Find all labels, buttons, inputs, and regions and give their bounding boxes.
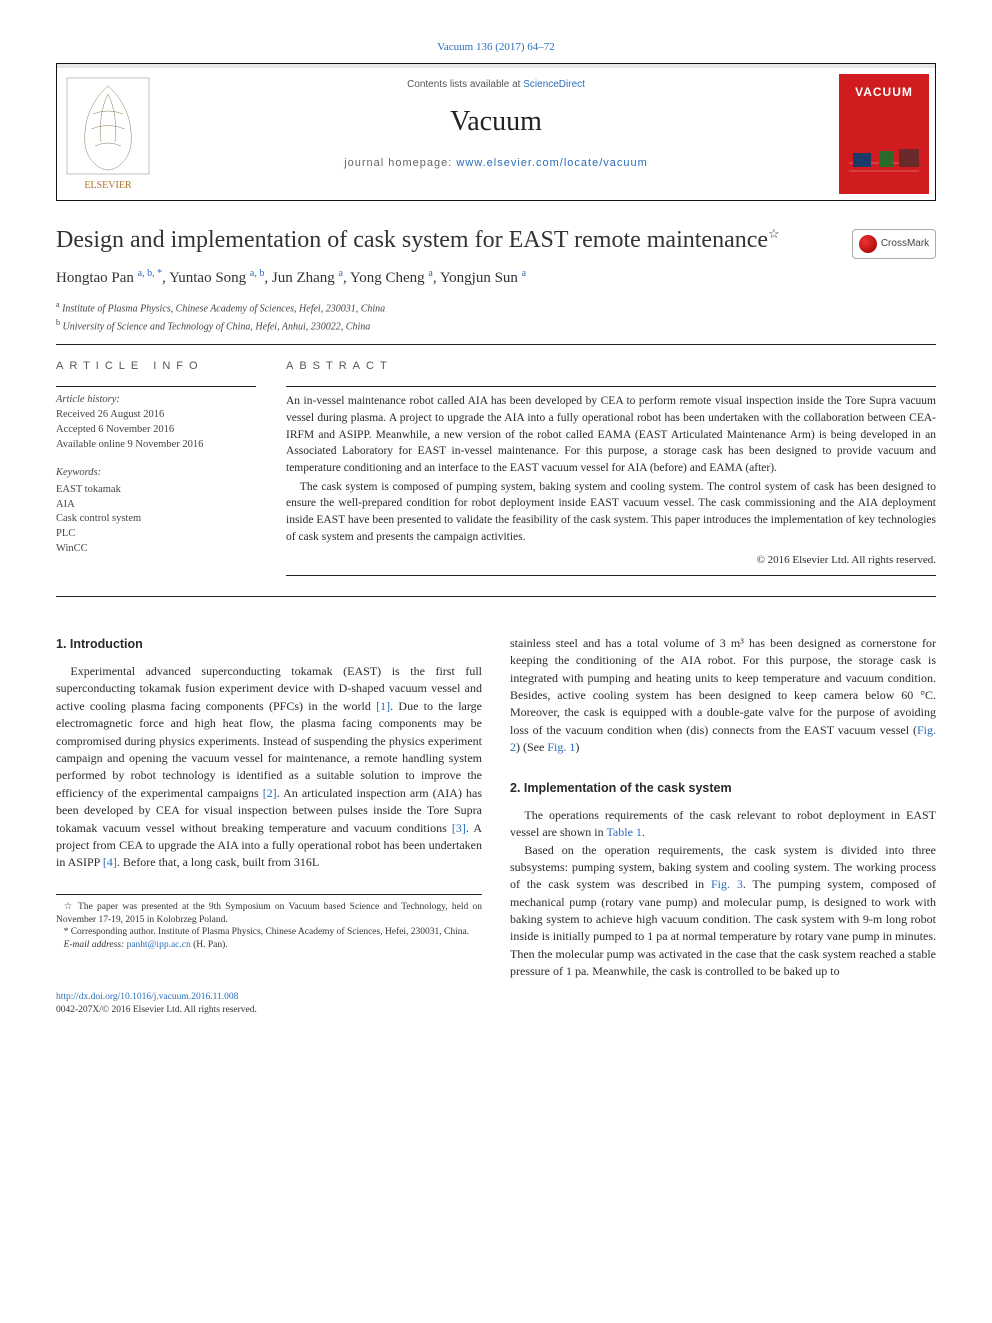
author-list: Hongtao Pan a, b, *, Yuntao Song a, b, J… (56, 267, 936, 289)
body-paragraph: Based on the operation requirements, the… (510, 842, 936, 981)
abstract-heading: ABSTRACT (286, 359, 936, 374)
left-column: 1. Introduction Experimental advanced su… (56, 635, 482, 981)
keyword: Cask control system (56, 512, 256, 527)
section-heading: 1. Introduction (56, 635, 482, 653)
journal-header: ELSEVIER Contents lists available at Sci… (56, 63, 936, 201)
crossmark-badge[interactable]: CrossMark (852, 229, 936, 259)
keywords-block: Keywords: EAST tokamak AIA Cask control … (56, 466, 256, 556)
email-link[interactable]: panht@ipp.ac.cn (127, 940, 191, 950)
body-paragraph: Experimental advanced superconducting to… (56, 663, 482, 872)
figure-ref[interactable]: Fig. 1 (547, 740, 575, 754)
issn-copyright: 0042-207X/© 2016 Elsevier Ltd. All right… (56, 1005, 257, 1015)
keyword: AIA (56, 498, 256, 513)
article-info-heading: ARTICLE INFO (56, 359, 256, 374)
affiliation: a Institute of Plasma Physics, Chinese A… (56, 299, 936, 316)
article-title: Design and implementation of cask system… (56, 225, 838, 255)
crossmark-icon (859, 235, 877, 253)
footnote-corresponding: * Corresponding author. Institute of Pla… (56, 926, 482, 939)
journal-homepage: journal homepage: www.elsevier.com/locat… (57, 156, 935, 171)
citation-ref[interactable]: [2] (263, 786, 277, 800)
journal-name: Vacuum (57, 102, 935, 141)
article-history: Article history: Received 26 August 2016… (56, 393, 256, 452)
doi-link[interactable]: http://dx.doi.org/10.1016/j.vacuum.2016.… (56, 992, 238, 1002)
footnote-email: E-mail address: panht@ipp.ac.cn (H. Pan)… (56, 939, 482, 952)
keyword: WinCC (56, 542, 256, 557)
keyword: PLC (56, 527, 256, 542)
citation-link[interactable]: Vacuum 136 (2017) 64–72 (437, 41, 555, 53)
citation-line: Vacuum 136 (2017) 64–72 (56, 40, 936, 55)
right-column: stainless steel and has a total volume o… (510, 635, 936, 981)
publisher-name: ELSEVIER (84, 180, 132, 191)
table-ref[interactable]: Table 1 (606, 825, 641, 839)
body-paragraph: stainless steel and has a total volume o… (510, 635, 936, 757)
footer-meta: http://dx.doi.org/10.1016/j.vacuum.2016.… (56, 991, 936, 1018)
footnote-presentation: ☆ The paper was presented at the 9th Sym… (56, 901, 482, 927)
journal-cover: VACUUM (839, 74, 929, 194)
elsevier-logo: ELSEVIER (63, 74, 153, 194)
citation-ref[interactable]: [4] (103, 855, 117, 869)
figure-ref[interactable]: Fig. 3 (711, 877, 743, 891)
title-footnote-marker: ☆ (768, 226, 780, 241)
abstract-text: An in-vessel maintenance robot called AI… (286, 393, 936, 545)
contents-line: Contents lists available at ScienceDirec… (57, 78, 935, 92)
abstract-copyright: © 2016 Elsevier Ltd. All rights reserved… (286, 553, 936, 568)
affiliations: a Institute of Plasma Physics, Chinese A… (56, 299, 936, 334)
citation-ref[interactable]: [3] (452, 821, 466, 835)
section-heading: 2. Implementation of the cask system (510, 779, 936, 797)
body-paragraph: The operations requirements of the cask … (510, 807, 936, 842)
keyword: EAST tokamak (56, 483, 256, 498)
journal-homepage-link[interactable]: www.elsevier.com/locate/vacuum (456, 157, 647, 169)
sciencedirect-link[interactable]: ScienceDirect (523, 79, 585, 90)
citation-ref[interactable]: [1] (376, 699, 390, 713)
affiliation: b University of Science and Technology o… (56, 317, 936, 334)
